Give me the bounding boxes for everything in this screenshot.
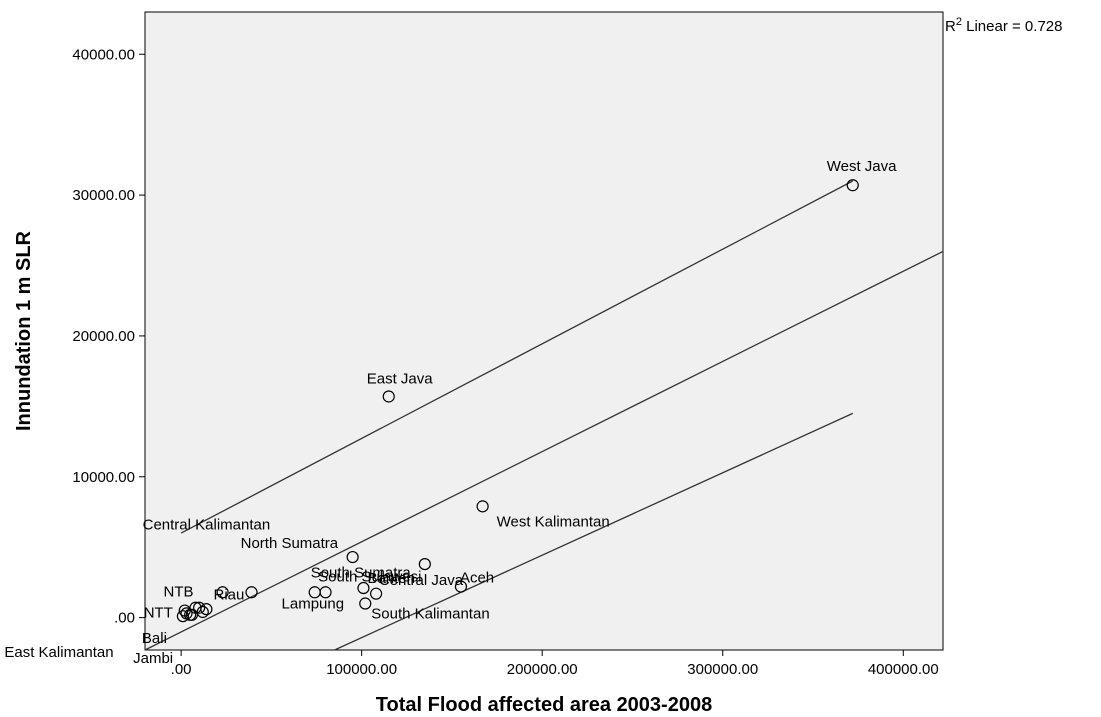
data-point	[454, 580, 468, 593]
point-label: East Kalimantan	[4, 644, 113, 661]
x-axis-title: Total Flood affected area 2003-2008	[376, 694, 712, 716]
line-fit	[144, 250, 944, 651]
data-point	[476, 500, 489, 513]
data-point	[245, 586, 258, 599]
data-point	[846, 179, 859, 192]
point-label: NTB	[164, 584, 194, 601]
plot-area	[144, 11, 944, 651]
data-point	[200, 603, 213, 616]
data-point	[418, 557, 431, 571]
data-point	[357, 581, 370, 595]
x-tick-label: 300000.00	[687, 661, 758, 678]
data-point	[196, 605, 209, 619]
y-axis-title: Innundation 1 m SLR	[13, 230, 35, 431]
point-label: Central Java	[379, 572, 464, 589]
point-label: West Kalimantan	[497, 513, 610, 530]
point-label: Lampung	[282, 595, 345, 612]
point-label: Jambi	[133, 650, 173, 667]
x-tick-label: 200000.00	[507, 661, 578, 678]
point-label: Banten	[367, 570, 415, 587]
x-tick-label: 100000.00	[326, 661, 397, 678]
point-label: Bali	[142, 630, 167, 647]
reference-lines	[144, 180, 944, 651]
data-point	[382, 390, 395, 403]
r-squared-superscript: 2	[956, 16, 962, 28]
data-point	[369, 587, 383, 600]
point-label: South Sumatra	[311, 564, 412, 581]
data-point	[176, 610, 190, 623]
point-label: North Sumatra	[241, 535, 339, 552]
point-label: NTT	[144, 605, 173, 622]
point-label: Central Kalimantan	[143, 516, 271, 533]
x-tick-label: 400000.00	[868, 661, 939, 678]
x-axis-ticks: .00 100000.00 200000.00 300000.00 400000.00	[171, 650, 939, 678]
r-squared-annotation: R2 Linear = 0.728	[945, 16, 1062, 35]
line-upper	[180, 180, 854, 534]
data-point	[346, 550, 359, 564]
y-tick-label: 40000.00	[72, 46, 135, 63]
point-label: East Java	[367, 370, 434, 387]
r-squared-value: Linear = 0.728	[962, 18, 1063, 35]
r-squared-prefix: R	[945, 18, 956, 35]
y-tick-label: .00	[114, 610, 135, 627]
data-point	[359, 597, 372, 610]
x-tick-label: .00	[171, 661, 192, 678]
data-points: West Java East Java West Kalimantan Central…	[4, 158, 897, 667]
point-label: South Kalimantan	[371, 606, 489, 623]
y-tick-label: 10000.00	[72, 469, 135, 486]
line-lower	[334, 412, 853, 651]
y-tick-label: 20000.00	[72, 328, 135, 345]
y-axis-ticks: .00 10000.00 20000.00 30000.00 40000.00	[72, 46, 145, 627]
y-tick-label: 30000.00	[72, 187, 135, 204]
point-label: South Sulawesi	[318, 569, 421, 586]
point-label: West Java	[827, 158, 897, 175]
point-label: Riau	[214, 586, 245, 603]
data-point	[308, 586, 321, 599]
data-point	[193, 601, 206, 614]
data-point	[216, 586, 229, 599]
point-label: Aceh	[460, 570, 494, 587]
data-point	[180, 607, 193, 620]
